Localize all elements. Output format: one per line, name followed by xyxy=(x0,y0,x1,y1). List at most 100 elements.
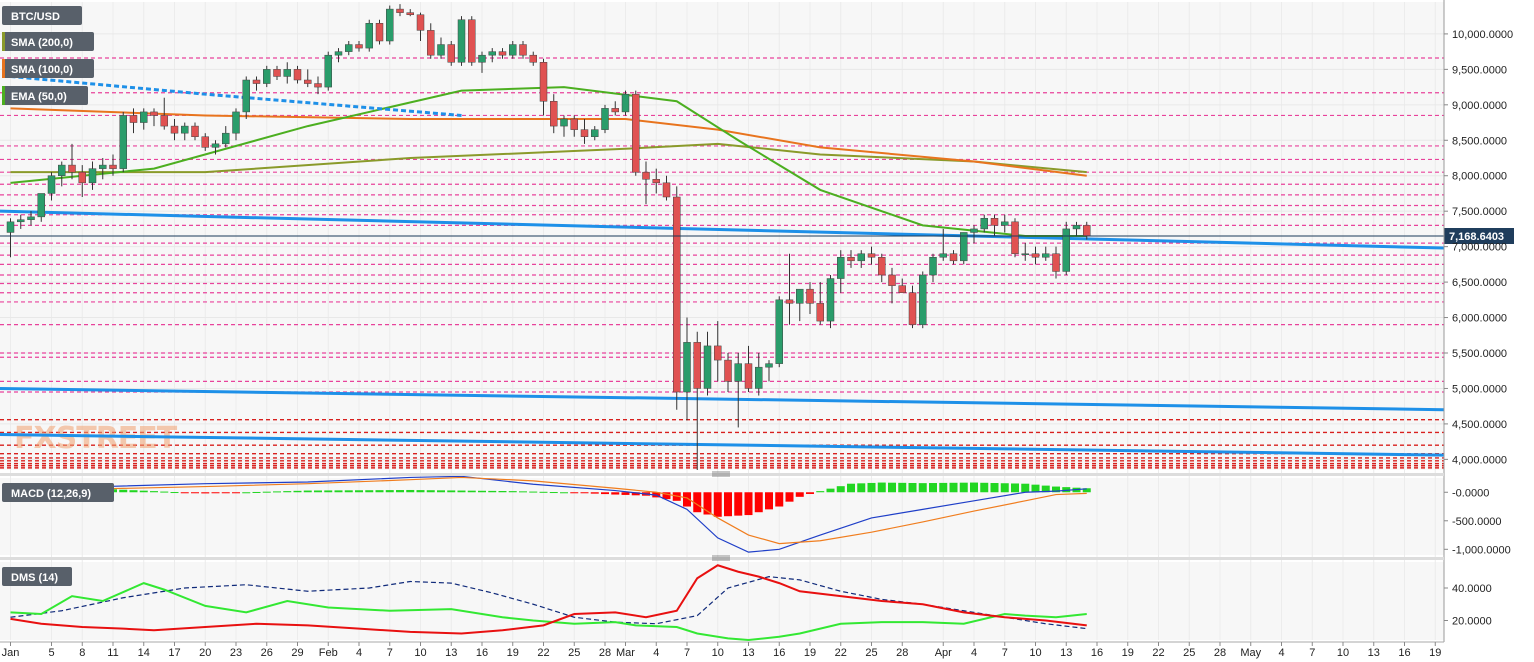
macd-histogram-bar xyxy=(457,490,466,493)
y-tick-label: -1,000.0000 xyxy=(1452,544,1511,556)
ema50-badge-label: EMA (50,0) xyxy=(11,91,67,103)
macd-histogram-bar xyxy=(119,489,128,493)
macd-histogram-bar xyxy=(191,492,199,494)
macd-badge-box xyxy=(2,483,114,502)
macd-histogram-bar xyxy=(857,483,866,493)
macd-histogram-bar xyxy=(806,492,814,494)
y-tick-label: 6,500.0000 xyxy=(1452,277,1507,289)
candle-body xyxy=(714,345,722,361)
candle-body xyxy=(191,125,199,137)
candle-body xyxy=(293,69,302,81)
macd-histogram-bar xyxy=(775,492,784,507)
sma200-badge-swatch xyxy=(2,32,5,51)
candle-body xyxy=(58,164,66,176)
candle-body xyxy=(242,79,250,113)
candle-body xyxy=(949,253,958,262)
macd-histogram-bar xyxy=(139,490,148,493)
y-tick-label: 4,500.0000 xyxy=(1452,419,1507,431)
macd-histogram-bar xyxy=(201,492,210,494)
blue-trendline xyxy=(0,433,1445,457)
macd-histogram-bar xyxy=(683,492,691,507)
candle-body xyxy=(99,164,107,169)
candle-body xyxy=(181,125,189,134)
x-tick-label: 13 xyxy=(445,647,457,659)
macd-histogram-bar xyxy=(693,492,702,513)
macd-histogram-bar xyxy=(959,482,968,493)
macd-histogram-bar xyxy=(1062,487,1071,493)
candle-body xyxy=(273,69,281,77)
macd-histogram-bar xyxy=(744,492,753,516)
macd-histogram-bar xyxy=(150,491,158,493)
macd-histogram-bar xyxy=(283,491,292,493)
x-tick-label: 13 xyxy=(1060,647,1072,659)
x-tick-label: 20 xyxy=(199,647,211,659)
macd-histogram-bar xyxy=(621,492,630,495)
candle-body xyxy=(724,359,732,382)
candle-body xyxy=(406,12,414,16)
macd-panel-background xyxy=(0,478,1444,555)
macd-histogram-bar xyxy=(980,482,989,493)
candle-body xyxy=(365,23,373,49)
y-tick-label: 9,000.0000 xyxy=(1452,100,1507,112)
candle-body xyxy=(837,257,845,279)
x-tick-label: Apr xyxy=(935,647,952,659)
indicator-badges: BTC/USD SMA (200,0) SMA (100,0) EMA (50,0) M… xyxy=(2,6,114,586)
x-tick-label: 25 xyxy=(1183,647,1195,659)
candle-body xyxy=(703,345,712,389)
macd-histogram-bar xyxy=(478,490,486,493)
candle-body xyxy=(816,303,824,322)
candle-body xyxy=(150,111,158,116)
x-tick-label: 7 xyxy=(387,647,393,659)
x-tick-label: 25 xyxy=(865,647,877,659)
x-tick-label: 10 xyxy=(712,647,724,659)
macd-histogram-bar xyxy=(375,490,384,493)
candle-body xyxy=(611,108,619,113)
svg-text:FXSTREET: FXSTREET xyxy=(14,421,178,456)
panel-dividers[interactable] xyxy=(0,471,1444,561)
x-tick-label: 16 xyxy=(773,647,785,659)
macd-histogram-bar xyxy=(703,492,712,515)
y-tick-label: -0.0000 xyxy=(1452,487,1489,499)
sma200-badge-box xyxy=(2,32,94,51)
macd-histogram-bar xyxy=(334,490,343,493)
macd-histogram-bar xyxy=(611,492,620,495)
macd-histogram-bar xyxy=(252,491,261,493)
candle-body xyxy=(878,257,886,276)
x-tick-label: Feb xyxy=(319,647,338,659)
x-tick-label: 7 xyxy=(1002,647,1008,659)
candle-body xyxy=(17,219,25,223)
macd-histogram-bar xyxy=(867,482,876,493)
candle-body xyxy=(591,129,599,137)
macd-histogram-bar xyxy=(180,492,189,494)
macd-histogram-bar xyxy=(795,492,804,497)
y-tick-label: 10,000.0000 xyxy=(1452,29,1513,41)
macd-histogram-bar xyxy=(273,491,281,493)
x-tick-label: 19 xyxy=(507,647,519,659)
candle-body xyxy=(847,257,855,262)
macd-signal-line xyxy=(10,476,1087,545)
candle-body xyxy=(447,44,455,63)
candle-body xyxy=(129,115,138,123)
candle-body xyxy=(621,93,630,113)
x-tick-label: 22 xyxy=(1152,647,1164,659)
x-tick-label: Mar xyxy=(616,647,635,659)
candle-body xyxy=(796,288,804,304)
y-tick-label: 7,000.0000 xyxy=(1452,242,1507,254)
candle-body xyxy=(509,44,517,56)
x-tick-label: 16 xyxy=(1398,647,1410,659)
macd-histogram-bar xyxy=(560,492,568,494)
sma100-badge-box xyxy=(2,59,94,78)
candle-body xyxy=(888,274,896,286)
candle-body xyxy=(457,19,466,63)
candle-body xyxy=(826,278,835,322)
macd-histogram-bar xyxy=(836,486,845,493)
candle-body xyxy=(560,118,568,127)
dms-panel-background xyxy=(0,562,1444,640)
candle-body xyxy=(1062,228,1070,272)
y-tick-label: -500.0000 xyxy=(1452,516,1502,528)
candle-body xyxy=(662,182,671,198)
x-tick-label: 13 xyxy=(742,647,754,659)
candle-body xyxy=(806,288,814,304)
macd-histogram-bar xyxy=(601,492,609,495)
last-price-marker: 7,168.6403 xyxy=(0,228,1514,244)
